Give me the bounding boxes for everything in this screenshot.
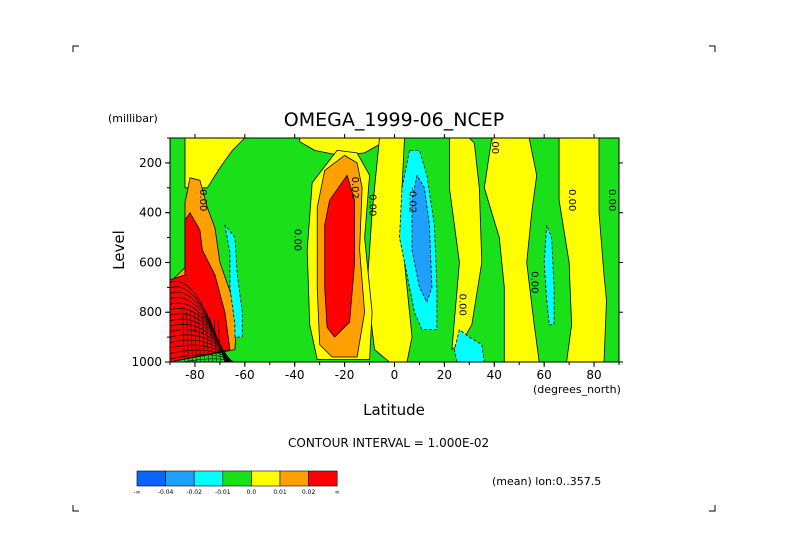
colorbar-swatch-5	[251, 470, 281, 487]
y-units: (millibar)	[108, 112, 158, 125]
colorbar-swatch-2	[165, 470, 195, 487]
contour-line-vertical-10	[218, 320, 221, 362]
contour-label-8: 0.00	[529, 271, 540, 293]
contour-line-vertical-1	[182, 307, 185, 362]
colorbar-label-7: 0.02	[302, 489, 316, 496]
x-tick-label-9: 80	[586, 368, 601, 382]
colorbar: -∞ -0.04 -0.02 -0.01 0.0 0.01 0.02 ∞	[133, 470, 340, 496]
mean-longitude: (mean) lon:0..357.5	[492, 475, 601, 488]
contour-label-3: 0.02	[349, 177, 360, 199]
contour-label-5: -0.02	[406, 187, 417, 213]
colorbar-label-1: -∞	[133, 489, 140, 496]
chart-title: OMEGA_1999-06_NCEP	[284, 109, 504, 131]
contour-line-16	[180, 358, 235, 362]
contour-line-vertical-9	[214, 319, 217, 362]
contour-label-7: 0.00	[456, 294, 467, 316]
x-tick-label-1: -80	[185, 368, 205, 382]
contour-labels: 0.00 0.00 0.02 0.00 -0.02 0.00 0.00 0.00 0.00 0.0…	[197, 132, 617, 316]
x-tick-label-5: 0	[391, 368, 399, 382]
colorbar-label-8: ∞	[335, 489, 340, 496]
contour-label-9: 0.00	[566, 189, 577, 211]
contour-line-14	[170, 349, 234, 362]
contour-region-12	[224, 224, 243, 338]
contour-line-vertical-3	[190, 310, 193, 362]
contour-label-10: 0.00	[606, 189, 617, 211]
contour-region-1	[184, 138, 246, 189]
contour-label-2: 0.00	[292, 229, 303, 251]
colorbar-label-3: -0.02	[186, 489, 202, 496]
contour-label-4: 0.00	[367, 194, 378, 216]
contour-label-6: 0.00	[489, 132, 500, 154]
contour-line-vertical-7	[206, 316, 209, 362]
colorbar-swatch-4	[222, 470, 252, 487]
contour-region-3	[366, 138, 413, 362]
contour-line-vertical-6	[202, 314, 205, 362]
corner-marks	[72, 45, 716, 512]
colorbar-swatch-3	[193, 470, 224, 487]
contour-label-1: 0.00	[197, 189, 208, 211]
contour-region-15	[543, 224, 555, 326]
colorbar-swatch-7	[308, 470, 338, 487]
y-tick-label-5: 1000	[131, 355, 162, 369]
x-tick-label-3: -40	[285, 368, 305, 382]
y-tick-label-4: 800	[139, 305, 162, 319]
contour-line-vertical-5	[198, 313, 201, 362]
colorbar-label-6: 0.01	[273, 489, 287, 496]
contour-line-vertical-2	[186, 308, 189, 362]
high-gradient-contours	[170, 281, 235, 362]
contour-region-16	[411, 174, 433, 303]
y-axis-label: Level	[110, 230, 128, 270]
colorbar-swatch-6	[279, 470, 309, 487]
contour-region-14	[453, 329, 485, 362]
contour-region-5	[448, 138, 483, 351]
colorbar-label-5: 0.0	[247, 489, 257, 496]
y-tick-label-3: 600	[139, 255, 162, 269]
x-tick-label-8: 60	[537, 368, 552, 382]
colorbar-label-2: -0.04	[158, 489, 174, 496]
colorbar-swatch-1	[136, 470, 166, 487]
plot-area: 0.00 0.00 0.02 0.00 -0.02 0.00 0.00 0.00 0.00 0.0…	[169, 132, 620, 363]
contour-line-vertical-8	[210, 317, 213, 362]
x-units: (degrees_north)	[533, 383, 621, 396]
contour-regions	[170, 138, 607, 362]
colorbar-label-4: -0.01	[215, 489, 231, 496]
contour-region-7	[558, 138, 607, 362]
x-tick-label-2: -60	[235, 368, 255, 382]
contour-region-11	[324, 174, 356, 338]
y-tick-label-2: 400	[139, 206, 162, 220]
x-tick-label-6: 20	[437, 368, 452, 382]
contour-interval: CONTOUR INTERVAL = 1.000E-02	[288, 436, 489, 450]
x-tick-label-7: 40	[487, 368, 502, 382]
y-tick-label-1: 200	[139, 156, 162, 170]
y-axis: 200 400 600 800 1000	[131, 137, 623, 369]
contour-region-6	[483, 138, 540, 362]
x-tick-label-4: -20	[335, 368, 355, 382]
x-axis-label: Latitude	[363, 401, 425, 419]
contour-line-vertical-4	[194, 311, 197, 362]
